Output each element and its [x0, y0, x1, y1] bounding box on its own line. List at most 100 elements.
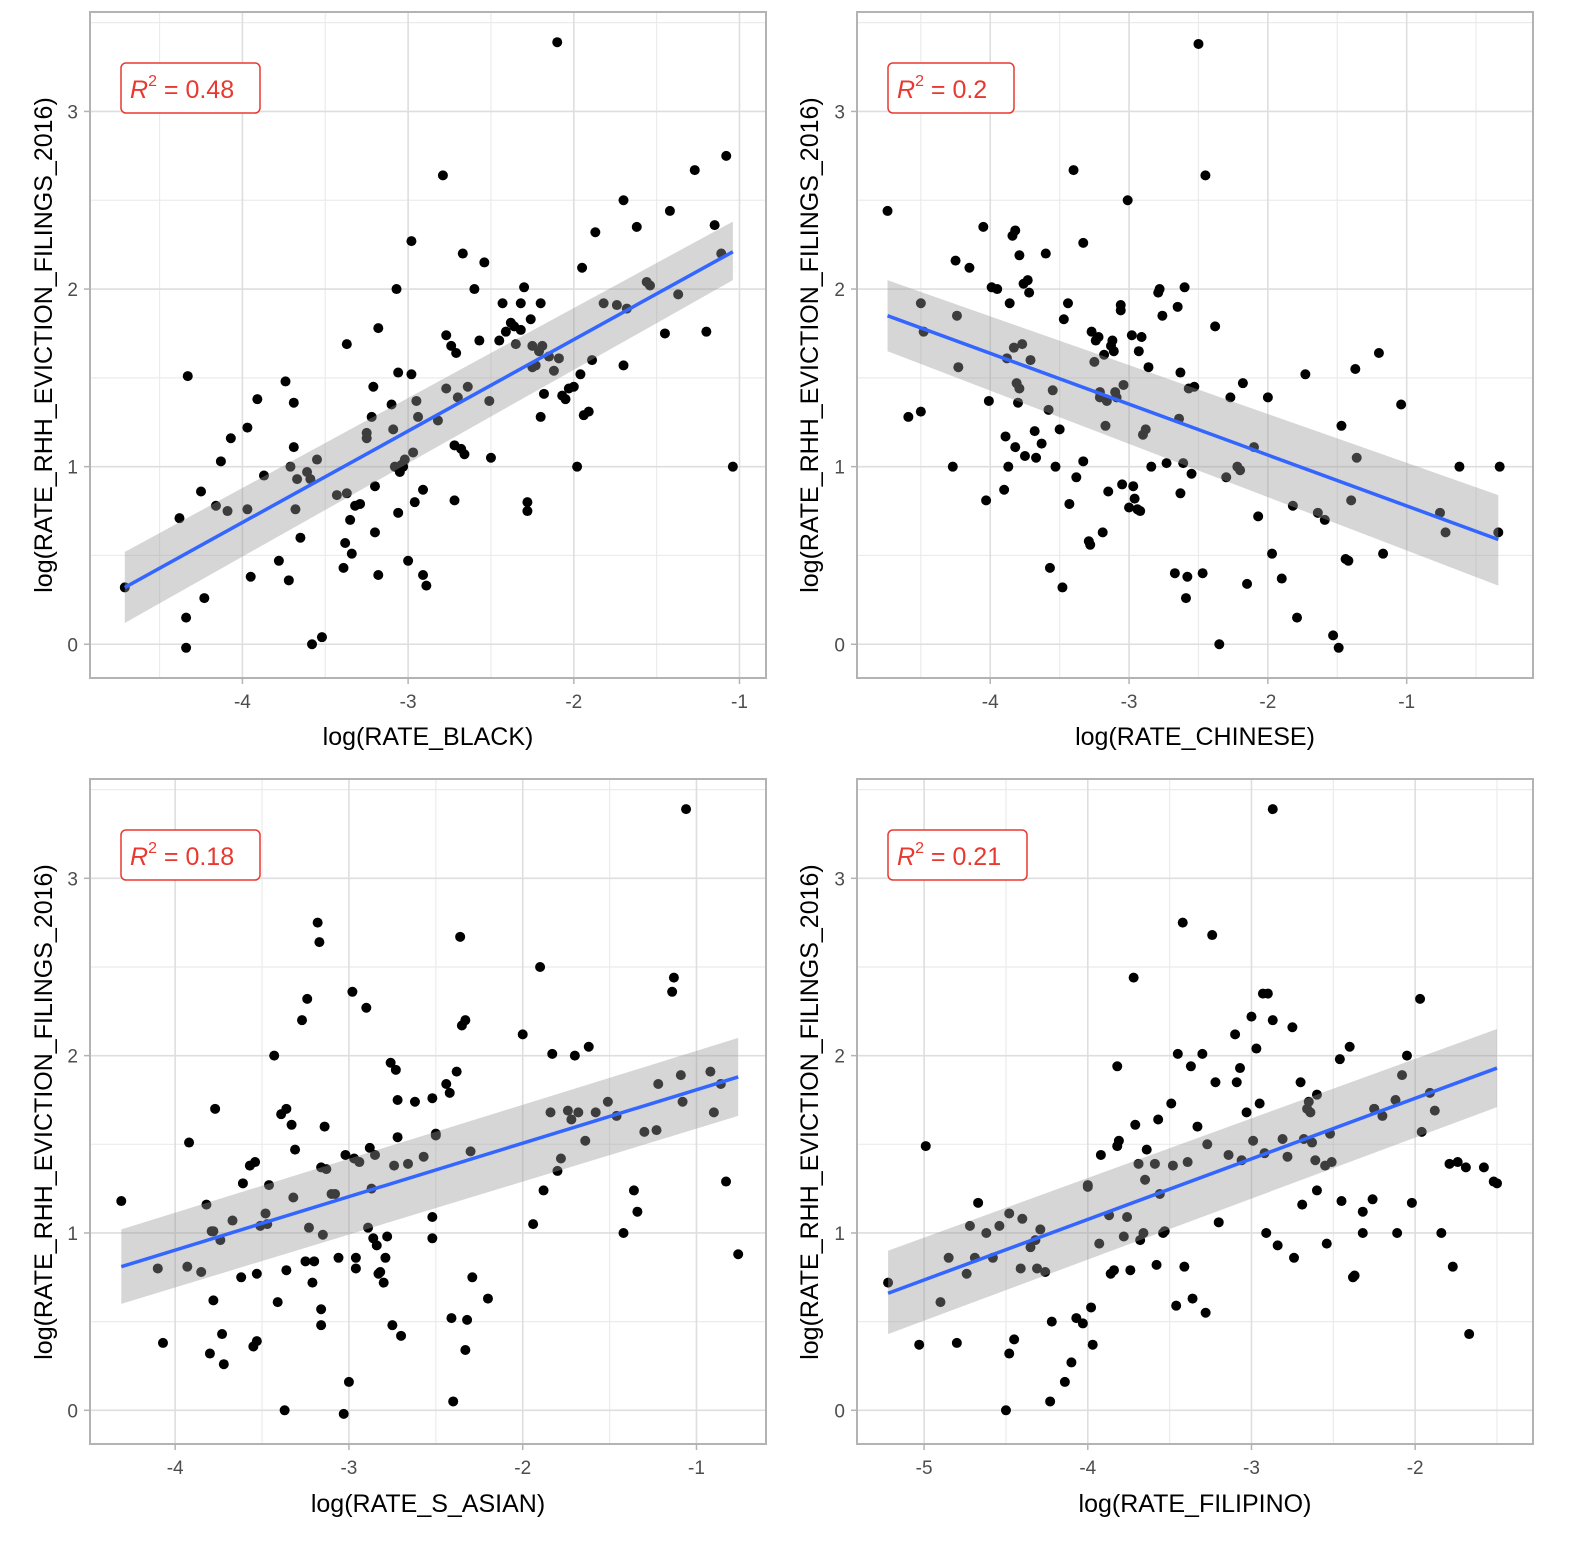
data-point [1182, 1157, 1193, 1168]
y-tick-label: 1 [67, 458, 78, 479]
data-point [1192, 1121, 1203, 1132]
data-point [427, 1093, 438, 1104]
data-point [943, 1252, 954, 1263]
data-point [500, 326, 511, 337]
data-point [1319, 514, 1330, 525]
data-point [1444, 1158, 1455, 1169]
data-point [366, 411, 377, 422]
data-point [1108, 346, 1119, 357]
data-point [1182, 571, 1193, 582]
data-point [1267, 804, 1278, 815]
data-point [181, 642, 192, 653]
data-point [1009, 1334, 1020, 1345]
x-tick-label: -2 [514, 1458, 531, 1479]
data-point [385, 1057, 396, 1068]
data-point [1050, 461, 1061, 472]
data-point [1493, 527, 1504, 538]
data-point [1197, 1048, 1208, 1059]
data-point [1447, 1261, 1458, 1272]
data-point [1043, 404, 1054, 415]
data-point [201, 1199, 212, 1210]
data-point [1246, 1011, 1257, 1022]
data-point [340, 538, 351, 549]
data-point [1000, 1405, 1011, 1416]
panel-4: -5 -4 -3 -2 0 1 2 3 log(RATE_FILIPINO) log(RATE_R… [796, 778, 1534, 1518]
data-point [1115, 305, 1126, 316]
data-point [1161, 458, 1172, 469]
data-point [321, 1164, 332, 1175]
data-point [573, 1107, 584, 1118]
data-point [204, 1348, 215, 1359]
data-point [1401, 1050, 1412, 1061]
data-point [364, 1142, 375, 1153]
data-point [566, 1114, 577, 1125]
data-point [314, 937, 325, 948]
r-squared-box [120, 62, 261, 114]
data-point [915, 406, 926, 417]
data-point [1029, 426, 1040, 437]
y-tick-label: 2 [67, 280, 78, 301]
r-squared-box [887, 62, 1015, 114]
data-point [455, 931, 466, 942]
data-point [347, 986, 358, 997]
y-tick-label: 3 [834, 102, 845, 123]
data-point [1108, 1265, 1119, 1276]
data-point [992, 284, 1003, 295]
data-point [1344, 1041, 1355, 1052]
data-point [708, 1107, 719, 1118]
data-point [1045, 1396, 1056, 1407]
data-point [1008, 342, 1019, 353]
data-point [1287, 1022, 1298, 1033]
data-point [391, 284, 402, 295]
panel-border [856, 11, 1534, 679]
data-point [1032, 1263, 1043, 1274]
data-point [1311, 1089, 1322, 1100]
data-point [1307, 1137, 1318, 1148]
y-tick-label: 1 [834, 458, 845, 479]
data-point [361, 433, 372, 444]
data-point [1214, 639, 1225, 650]
data-point [1253, 511, 1264, 522]
data-point [485, 452, 496, 463]
data-point [449, 495, 460, 506]
data-point [1141, 1144, 1152, 1155]
data-point [1004, 1208, 1015, 1219]
data-point [1087, 1339, 1098, 1350]
r-squared-label: R2 = 0.2 [897, 73, 987, 104]
data-point [1177, 917, 1188, 928]
data-point [1357, 1227, 1368, 1238]
regression-line [887, 1066, 1498, 1295]
data-point [460, 1345, 471, 1356]
data-point [380, 1252, 391, 1263]
data-point [1078, 456, 1089, 467]
data-point [1254, 1098, 1265, 1109]
data-point [675, 1070, 686, 1081]
data-point [677, 1096, 688, 1107]
data-point [1057, 582, 1068, 593]
data-point [1130, 1119, 1141, 1130]
data-point [497, 298, 508, 309]
data-point [1436, 1227, 1447, 1238]
data-point [935, 1297, 946, 1308]
data-point [1272, 1240, 1283, 1251]
data-point [1231, 1077, 1242, 1088]
data-point [408, 447, 419, 458]
data-point [709, 220, 720, 231]
y-tick-label: 1 [834, 1224, 845, 1245]
data-point [396, 1330, 407, 1341]
data-point [116, 1196, 127, 1207]
data-point [1118, 1231, 1129, 1242]
data-point [1103, 486, 1114, 497]
data-point [953, 362, 964, 373]
data-point [727, 461, 738, 472]
data-point [208, 1295, 219, 1306]
data-point [345, 514, 356, 525]
data-point [1040, 1266, 1051, 1277]
data-point [522, 506, 533, 517]
data-point [392, 1132, 403, 1143]
data-point [382, 1231, 393, 1242]
data-point [1146, 461, 1157, 472]
data-point [1089, 356, 1100, 367]
data-point [290, 1144, 301, 1155]
data-point [1241, 1107, 1252, 1118]
